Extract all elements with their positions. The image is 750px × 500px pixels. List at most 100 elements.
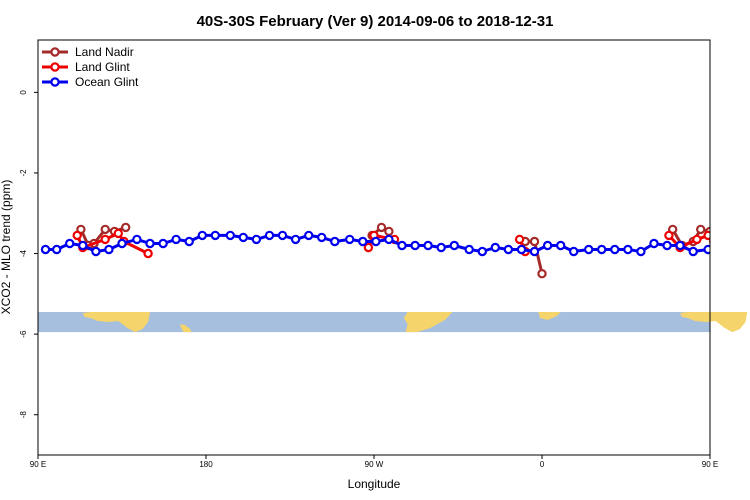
data-point: [345, 234, 355, 245]
data-point: [376, 222, 387, 233]
data-point: [662, 240, 672, 251]
series-layer: [40, 222, 750, 279]
data-point: [731, 236, 738, 243]
data-point: [740, 250, 747, 257]
x-tick-label: 0: [540, 460, 545, 469]
map-land-1: [179, 324, 192, 333]
legend-item: Ocean Glint: [42, 75, 139, 89]
data-point: [516, 244, 527, 255]
data-point: [529, 246, 540, 257]
map-land-2: [403, 312, 453, 333]
data-point: [703, 230, 710, 241]
map-land-3: [538, 312, 561, 320]
data-point: [477, 246, 487, 257]
x-tick-label: 90 E: [702, 460, 718, 469]
data-point: [410, 240, 420, 251]
data-point: [503, 244, 514, 255]
data-point: [120, 222, 131, 233]
data-point: [113, 228, 124, 239]
plot-area: [38, 222, 750, 333]
data-point: [251, 234, 262, 245]
data-point: [117, 238, 127, 249]
y-tick-label: -6: [19, 330, 28, 338]
data-point: [78, 240, 88, 251]
data-point: [649, 238, 659, 249]
data-point: [542, 240, 553, 251]
data-point: [371, 236, 381, 247]
legend-marker: [50, 47, 60, 57]
y-axis: 0 -2 -4 -6 -8: [19, 90, 38, 419]
data-point: [100, 234, 110, 245]
data-point: [718, 224, 725, 231]
data-point: [584, 244, 594, 255]
data-point: [623, 244, 633, 255]
data-point: [72, 230, 82, 241]
series-line: [525, 240, 544, 275]
data-point: [358, 236, 368, 247]
data-point: [384, 234, 394, 245]
legend-marker: [50, 77, 60, 87]
data-point: [490, 242, 500, 253]
x-axis: 90 E 180 90 W 0 90 E: [30, 455, 718, 469]
data-point: [688, 246, 698, 257]
legend-item: Land Glint: [42, 60, 130, 74]
x-tick-label: 90 W: [365, 460, 384, 469]
x-tick-label: 180: [199, 460, 213, 469]
data-point: [40, 244, 51, 255]
data-point: [692, 234, 702, 245]
data-point: [264, 230, 275, 241]
data-point: [171, 234, 181, 245]
data-point: [225, 230, 235, 241]
y-tick-label: 0: [19, 90, 28, 95]
data-point: [556, 240, 566, 251]
data-point: [537, 269, 547, 279]
data-point: [317, 232, 327, 243]
data-point: [104, 244, 114, 255]
data-point: [423, 240, 433, 251]
data-point: [718, 240, 725, 247]
data-point: [290, 234, 301, 245]
data-point: [744, 238, 750, 245]
data-point: [210, 230, 220, 241]
y-tick-label: -8: [19, 411, 28, 419]
data-point: [143, 248, 153, 259]
data-point: [529, 236, 540, 247]
data-point: [197, 230, 207, 241]
data-point: [709, 238, 710, 245]
data-point: [330, 236, 340, 247]
data-point: [277, 230, 288, 241]
data-point: [397, 240, 407, 251]
x-axis-label: Longitude: [348, 477, 401, 491]
data-point: [158, 238, 168, 249]
data-point: [696, 224, 706, 235]
data-point: [184, 236, 194, 247]
legend-marker: [50, 62, 60, 72]
data-point: [675, 240, 685, 251]
legend-label: Ocean Glint: [75, 75, 139, 89]
data-point: [664, 230, 674, 241]
data-point: [464, 244, 474, 255]
legend-label: Land Glint: [75, 60, 130, 74]
data-point: [363, 242, 374, 253]
data-point: [436, 242, 446, 253]
y-tick-label: -4: [19, 249, 28, 257]
data-point: [449, 240, 459, 251]
data-point: [304, 230, 314, 241]
x-tick-label: 90 E: [30, 460, 46, 469]
chart-title: 40S-30S February (Ver 9) 2014-09-06 to 2…: [197, 13, 554, 30]
data-point: [610, 244, 620, 255]
map-land-4: [680, 312, 748, 333]
data-point: [52, 244, 62, 255]
series-ocean-glint: [40, 230, 750, 257]
data-point: [91, 246, 101, 257]
data-point: [384, 226, 394, 237]
data-point: [703, 244, 710, 255]
y-tick-label: -2: [19, 169, 28, 177]
data-point: [145, 238, 155, 249]
y-axis-label: XCO2 - MLO trend (ppm): [0, 180, 13, 315]
map-land-0: [82, 312, 150, 333]
map-land-5: [706, 313, 718, 318]
legend-label: Land Nadir: [75, 45, 134, 59]
